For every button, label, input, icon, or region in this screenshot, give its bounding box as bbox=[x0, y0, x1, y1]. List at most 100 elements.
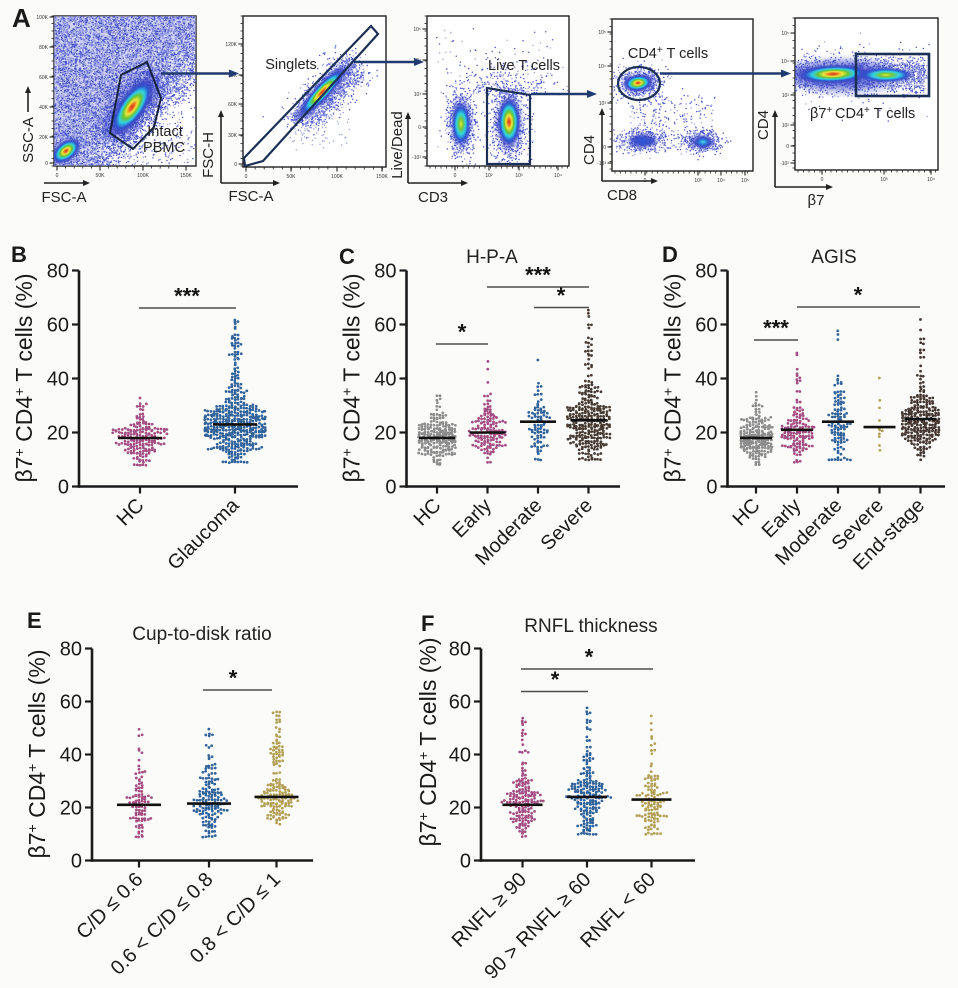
svg-text:Live T cells: Live T cells bbox=[488, 58, 560, 74]
svg-text:10³: 10³ bbox=[515, 173, 523, 179]
svg-text:H-P-A: H-P-A bbox=[466, 247, 518, 268]
svg-text:D: D bbox=[662, 242, 678, 267]
svg-text:CD4+ T cells: CD4+ T cells bbox=[628, 45, 708, 62]
svg-text:0: 0 bbox=[58, 477, 69, 499]
svg-text:80: 80 bbox=[374, 261, 396, 283]
svg-text:60K: 60K bbox=[39, 75, 49, 81]
svg-text:FSC-A: FSC-A bbox=[229, 188, 274, 205]
svg-text:10³: 10³ bbox=[599, 101, 607, 107]
svg-text:60: 60 bbox=[374, 315, 396, 337]
svg-text:0: 0 bbox=[56, 173, 59, 179]
svg-text:80: 80 bbox=[60, 639, 82, 661]
svg-text:β7+: β7+ bbox=[810, 105, 832, 122]
svg-text:Singlets: Singlets bbox=[265, 57, 317, 73]
svg-text:0: 0 bbox=[45, 161, 48, 167]
svg-text:FSC-A: FSC-A bbox=[42, 189, 87, 206]
svg-text:0: 0 bbox=[706, 477, 717, 499]
svg-text:40: 40 bbox=[695, 369, 717, 391]
svg-text:90K: 90K bbox=[228, 73, 238, 79]
svg-text:0: 0 bbox=[385, 477, 396, 499]
svg-text:β7+ CD4+ T cells (%): β7+ CD4+ T cells (%) bbox=[415, 638, 441, 847]
svg-text:10⁴: 10⁴ bbox=[598, 64, 606, 70]
svg-text:20: 20 bbox=[695, 423, 717, 445]
svg-text:60K: 60K bbox=[228, 102, 238, 108]
svg-text:0: 0 bbox=[245, 174, 248, 180]
svg-text:20: 20 bbox=[60, 798, 82, 820]
svg-text:40: 40 bbox=[47, 369, 69, 391]
svg-text:10³: 10³ bbox=[880, 177, 888, 183]
svg-text:F: F bbox=[421, 611, 434, 636]
svg-text:A: A bbox=[12, 3, 31, 33]
svg-text:0: 0 bbox=[234, 162, 237, 168]
svg-text:***: *** bbox=[174, 284, 200, 309]
svg-text:80: 80 bbox=[695, 261, 717, 283]
svg-text:120K: 120K bbox=[225, 42, 237, 48]
svg-text:0: 0 bbox=[418, 125, 421, 131]
svg-text:0: 0 bbox=[786, 144, 789, 150]
svg-text:0: 0 bbox=[460, 851, 471, 873]
svg-text:60: 60 bbox=[449, 692, 471, 714]
svg-text:β7: β7 bbox=[808, 192, 825, 209]
svg-text:10⁴: 10⁴ bbox=[717, 178, 725, 184]
svg-text:*: * bbox=[551, 667, 560, 692]
svg-text:β7+ CD4+ T cells (%): β7+ CD4+ T cells (%) bbox=[24, 650, 50, 859]
svg-text:10⁵: 10⁵ bbox=[741, 178, 749, 184]
svg-text:0: 0 bbox=[71, 851, 82, 873]
svg-text:β7+ CD4+ T cells (%): β7+ CD4+ T cells (%) bbox=[660, 274, 686, 483]
svg-text:0: 0 bbox=[603, 145, 606, 151]
svg-text:10⁴: 10⁴ bbox=[554, 173, 562, 179]
svg-text:80K: 80K bbox=[39, 45, 49, 51]
svg-text:80: 80 bbox=[47, 261, 69, 283]
svg-text:150K: 150K bbox=[376, 174, 388, 180]
svg-text:10²: 10² bbox=[485, 173, 493, 179]
svg-text:-10²: -10² bbox=[780, 161, 789, 167]
svg-text:60: 60 bbox=[60, 692, 82, 714]
svg-text:20: 20 bbox=[47, 423, 69, 445]
svg-text:10⁵: 10⁵ bbox=[781, 31, 789, 37]
svg-text:CD4: CD4 bbox=[581, 135, 598, 165]
svg-text:50K: 50K bbox=[287, 174, 297, 180]
svg-text:E: E bbox=[27, 608, 42, 633]
svg-text:*: * bbox=[458, 320, 467, 345]
svg-text:CD3: CD3 bbox=[418, 189, 448, 206]
svg-text:PBMC: PBMC bbox=[143, 140, 185, 156]
svg-text:Intact: Intact bbox=[147, 124, 182, 140]
svg-text:40: 40 bbox=[449, 745, 471, 767]
svg-text:CD8: CD8 bbox=[607, 187, 637, 204]
svg-text:150K: 150K bbox=[180, 173, 192, 179]
svg-text:30K: 30K bbox=[228, 133, 238, 139]
svg-text:10²: 10² bbox=[782, 123, 790, 129]
svg-text:β7+ CD4+ T cells (%): β7+ CD4+ T cells (%) bbox=[339, 274, 365, 483]
svg-text:*: * bbox=[854, 283, 863, 308]
svg-text:CD4: CD4 bbox=[755, 110, 772, 140]
svg-text:β7+ CD4+ T cells (%): β7+ CD4+ T cells (%) bbox=[11, 274, 37, 483]
svg-text:0: 0 bbox=[454, 173, 457, 179]
svg-text:20: 20 bbox=[449, 798, 471, 820]
svg-text:100K: 100K bbox=[331, 174, 343, 180]
svg-text:40K: 40K bbox=[39, 105, 49, 111]
svg-text:10⁴: 10⁴ bbox=[781, 59, 789, 65]
svg-text:Cup-to-disk ratio: Cup-to-disk ratio bbox=[132, 624, 271, 645]
svg-text:*: * bbox=[229, 666, 238, 691]
svg-text:10³: 10³ bbox=[782, 93, 790, 99]
svg-text:CD4+ T cells: CD4+ T cells bbox=[835, 105, 915, 122]
svg-text:Live/Dead: Live/Dead bbox=[389, 111, 406, 179]
svg-text:RNFL thickness: RNFL thickness bbox=[524, 616, 657, 637]
svg-text:20K: 20K bbox=[39, 135, 49, 141]
svg-text:FSC-H: FSC-H bbox=[200, 132, 217, 178]
svg-text:-10³: -10³ bbox=[412, 155, 421, 161]
svg-text:*: * bbox=[557, 283, 566, 308]
svg-text:40: 40 bbox=[374, 369, 396, 391]
svg-text:20: 20 bbox=[374, 423, 396, 445]
svg-text:0: 0 bbox=[821, 177, 824, 183]
svg-text:***: *** bbox=[763, 316, 789, 341]
svg-text:80: 80 bbox=[449, 639, 471, 661]
svg-text:10³: 10³ bbox=[414, 92, 422, 98]
svg-text:40: 40 bbox=[60, 745, 82, 767]
svg-text:10³: 10³ bbox=[694, 178, 702, 184]
svg-text:60: 60 bbox=[695, 315, 717, 337]
svg-text:SSC-A: SSC-A bbox=[20, 117, 37, 163]
svg-text:100K: 100K bbox=[137, 173, 149, 179]
svg-text:***: *** bbox=[525, 263, 551, 288]
svg-text:*: * bbox=[585, 645, 594, 670]
